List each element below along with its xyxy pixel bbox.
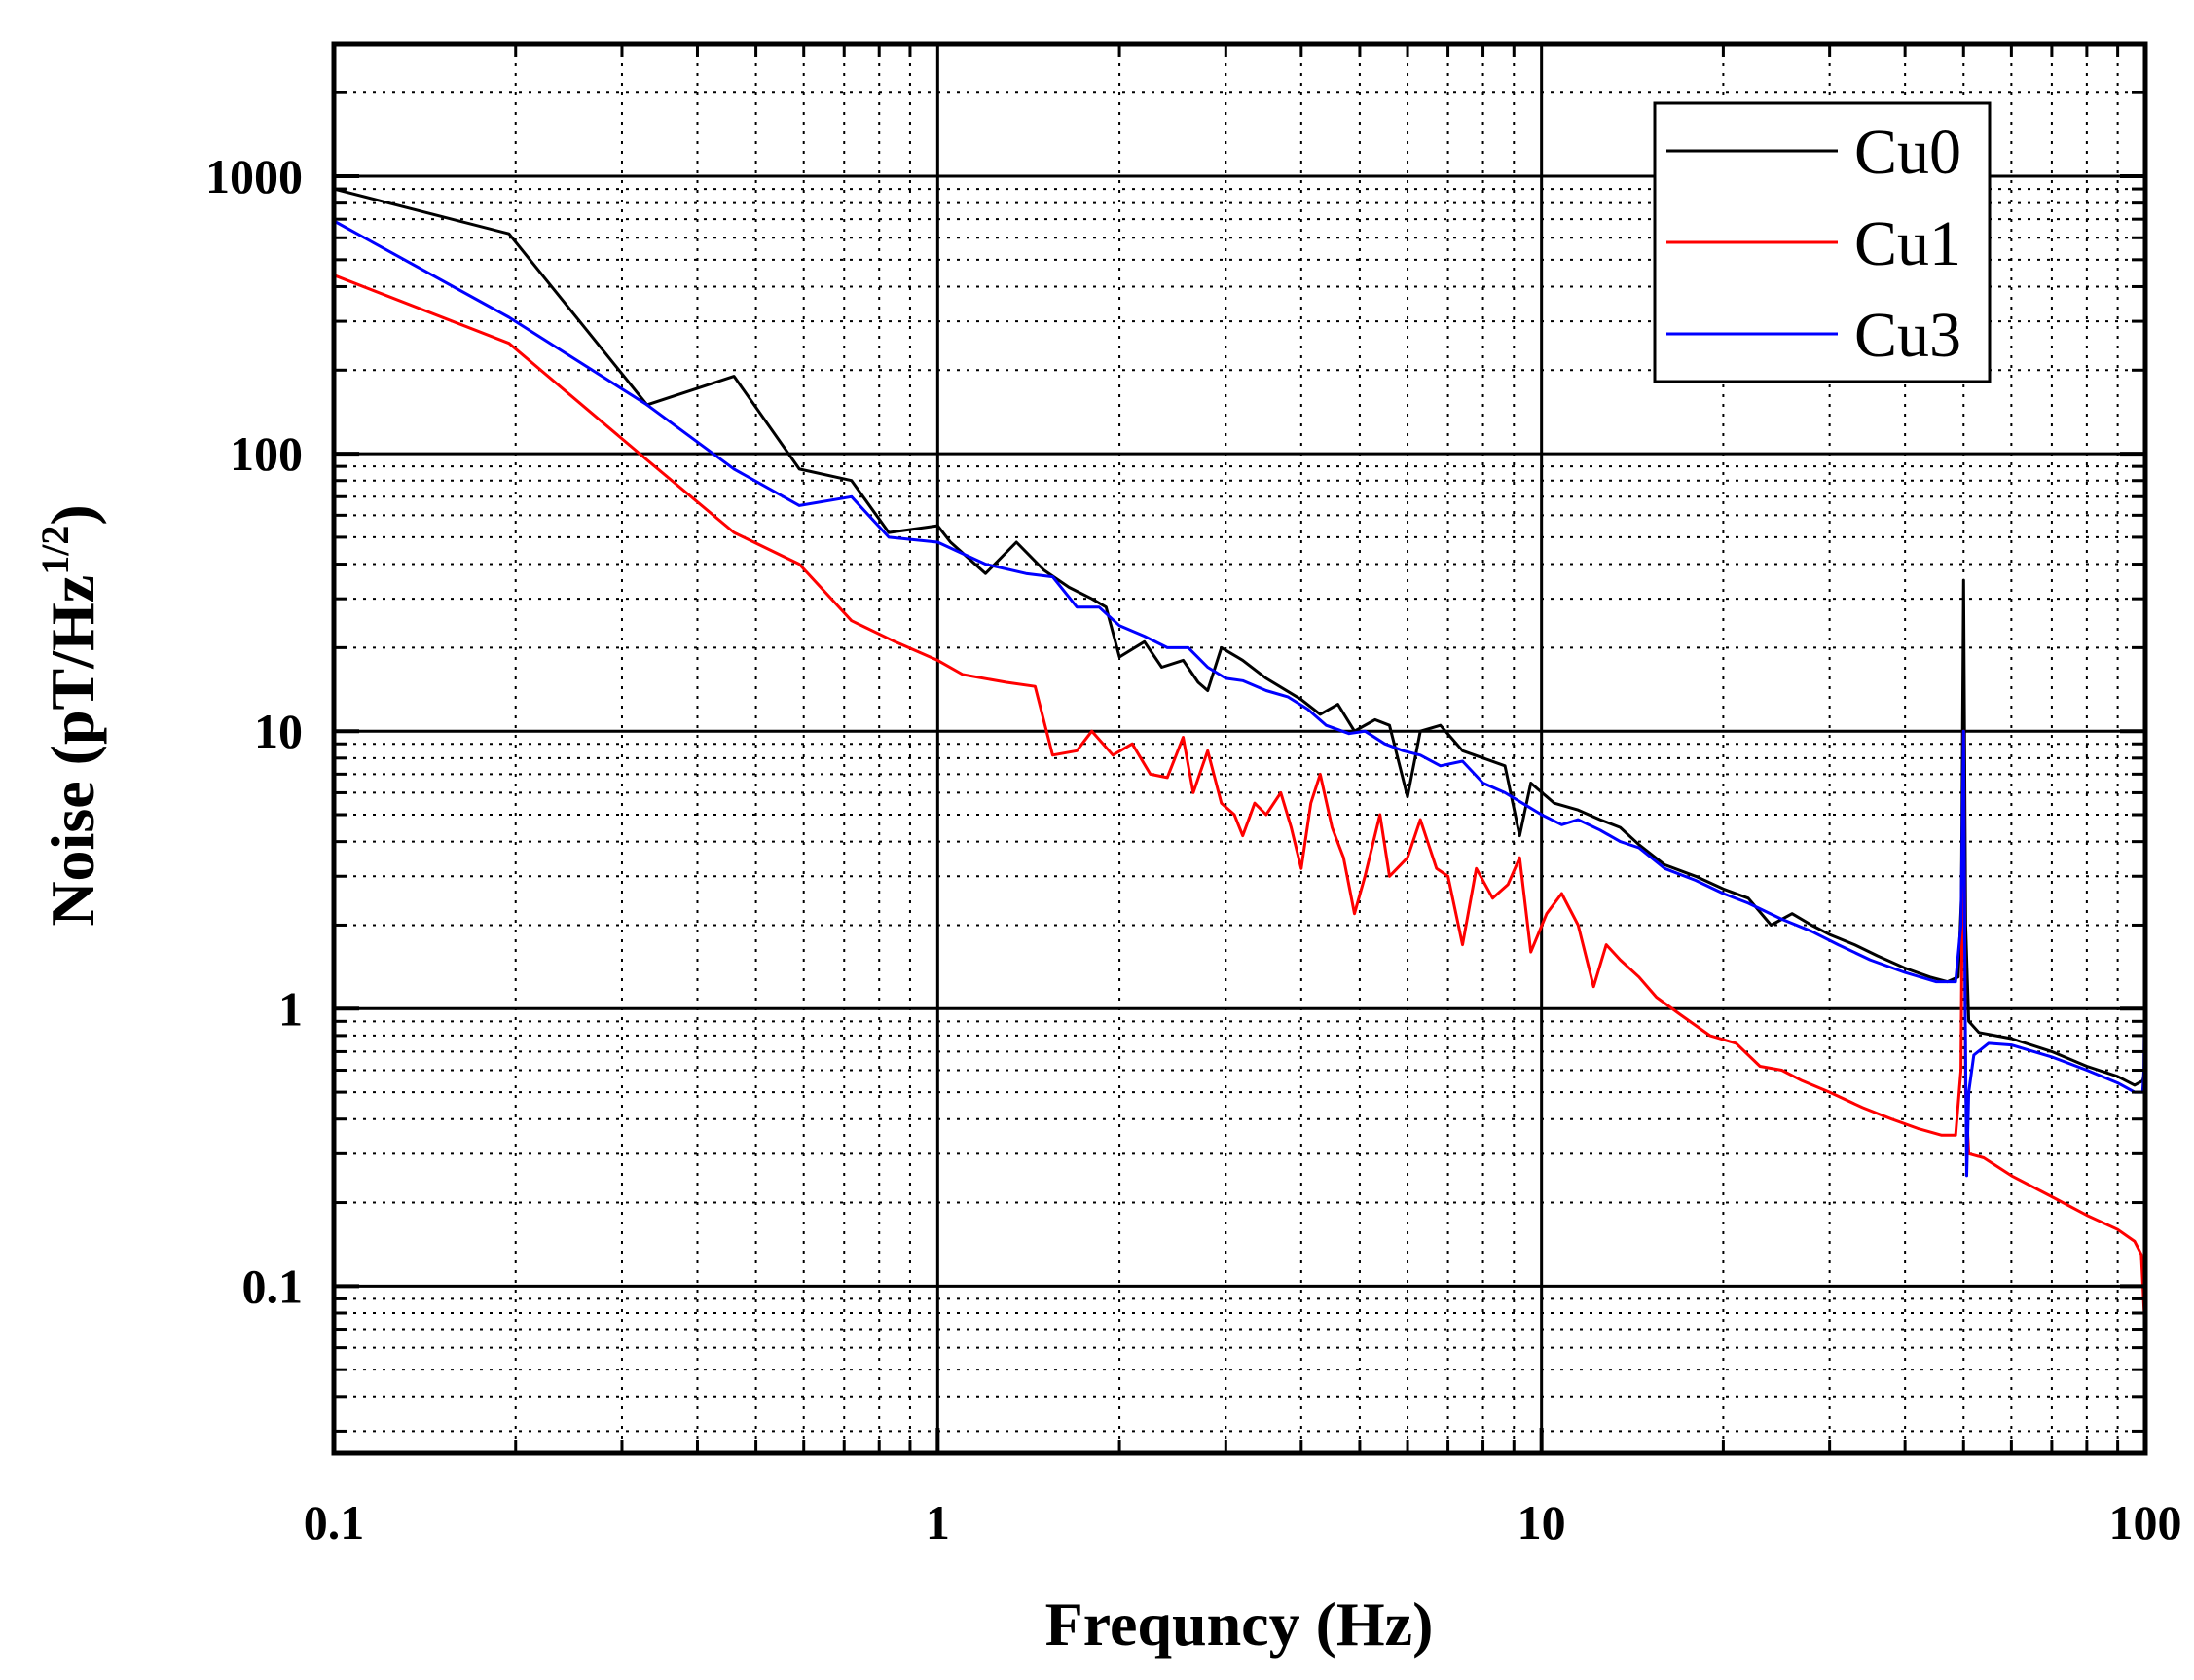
legend-label-cu3: Cu3 <box>1854 300 1961 371</box>
y-axis-title-superscript: 1/2 <box>33 526 77 575</box>
x-tick-labels: 0.1 1 10 100 <box>304 1495 2182 1550</box>
series-line-cu1 <box>333 274 2147 1370</box>
legend-label-cu0: Cu0 <box>1854 117 1961 188</box>
legend-items: Cu0 Cu1 Cu3 <box>1666 117 1961 371</box>
y-tick-labels: 0.1 1 10 100 1000 <box>205 149 303 1313</box>
legend-label-cu1: Cu1 <box>1854 208 1961 279</box>
y-tick-label: 100 <box>230 426 303 481</box>
y-axis-title-main: Noise (pT/Hz <box>38 575 107 927</box>
legend: Cu0 Cu1 Cu3 <box>1653 101 1992 383</box>
x-tick-label: 100 <box>2109 1495 2182 1550</box>
y-tick-label: 0.1 <box>242 1259 304 1313</box>
x-tick-label: 0.1 <box>304 1495 365 1550</box>
y-axis-title: Noise (pT/Hz1/2) <box>33 504 107 926</box>
x-axis-title: Frequncy (Hz) <box>1045 1589 1434 1659</box>
series-layer <box>333 187 2147 1370</box>
y-tick-label: 10 <box>254 704 303 758</box>
y-tick-label: 1 <box>278 981 303 1036</box>
series-line-cu3 <box>333 219 2147 1178</box>
axis-ticks <box>332 44 2147 1453</box>
y-axis-title-suffix: ) <box>38 504 107 525</box>
y-tick-label: 1000 <box>205 149 303 203</box>
plot-frame <box>331 41 2148 1456</box>
x-tick-label: 10 <box>1518 1495 1566 1550</box>
x-tick-label: 1 <box>926 1495 950 1550</box>
